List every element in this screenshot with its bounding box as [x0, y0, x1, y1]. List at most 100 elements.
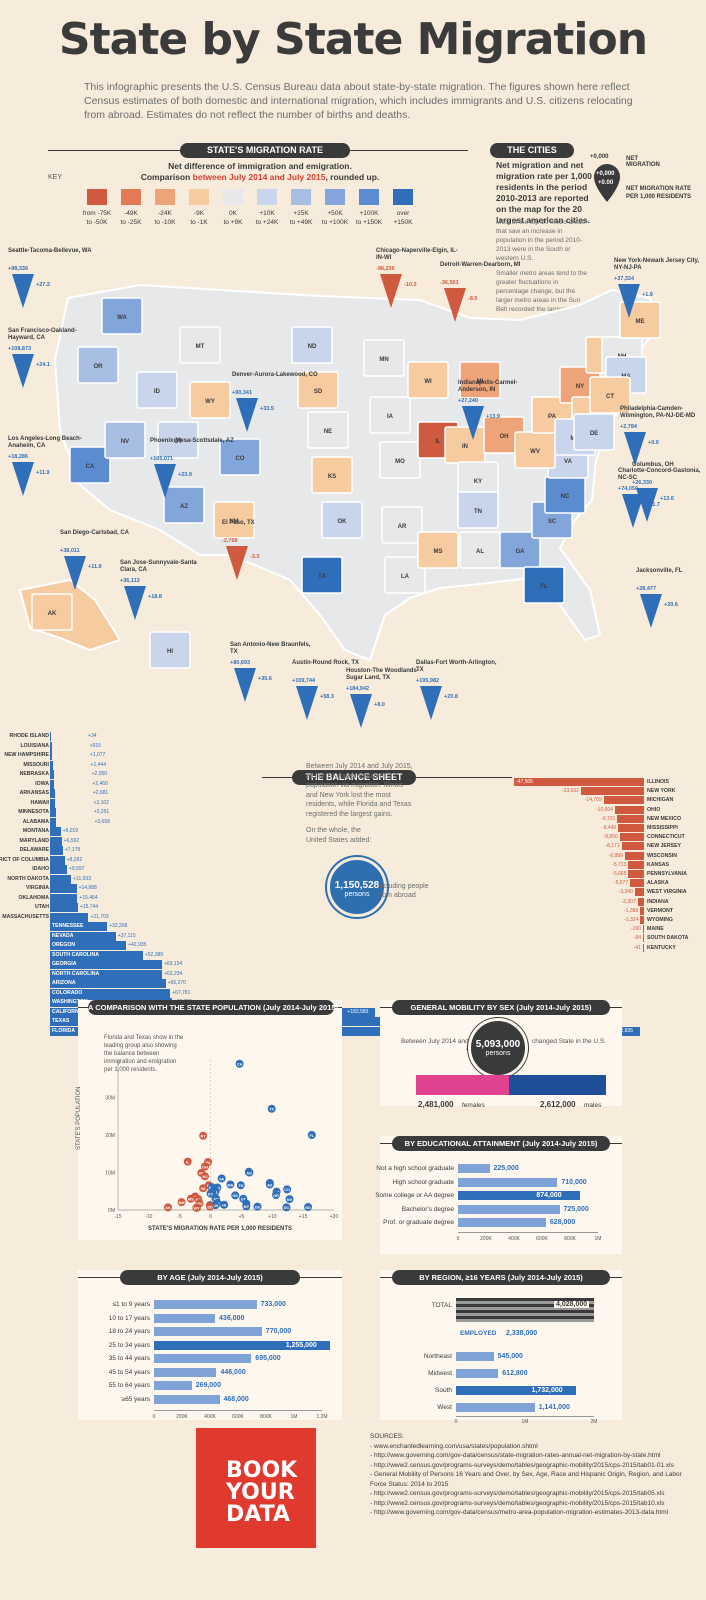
key-swatch	[359, 189, 379, 205]
city-net: +105,071	[150, 456, 174, 462]
city-net: -98,236	[376, 266, 395, 272]
scatter-point-label: UT	[241, 1198, 247, 1202]
bar-value: 695,000	[255, 1355, 281, 1362]
scatter-point	[201, 1162, 210, 1171]
scatter-point	[236, 1181, 245, 1190]
scatter-point	[217, 1174, 226, 1183]
city-pennant	[624, 432, 646, 466]
gain-state-label: OKLAHOMA	[18, 894, 49, 901]
scatter-point	[199, 1131, 208, 1140]
key-swatch	[325, 189, 345, 205]
scatter-point-label: NH	[213, 1204, 219, 1208]
state-label: SC	[548, 519, 557, 525]
loss-bar	[643, 934, 644, 943]
loss-state-label: SOUTH DAKOTA	[647, 935, 689, 942]
state-label: AL	[476, 549, 484, 555]
scatter-point-label: NJ	[203, 1175, 208, 1179]
bar-category-label: 25 to 34 years	[108, 1341, 150, 1349]
mobility-badge: 5,093,000 persons	[468, 1018, 528, 1078]
state-label: LA	[401, 574, 410, 580]
rate-sub1: Net difference of immigration and emigra…	[168, 161, 352, 171]
region-xtick: 2M	[590, 1419, 598, 1425]
scatter-point-label: WV	[196, 1202, 203, 1206]
gain-state-label: ALABAMA	[22, 818, 49, 825]
key-swatch	[155, 189, 175, 205]
scatter-point-label: NY	[201, 1135, 207, 1139]
bar-value: 269,000	[195, 1382, 221, 1389]
bar	[458, 1164, 490, 1173]
key-swatch	[393, 189, 413, 205]
state-label: DE	[590, 431, 598, 437]
employed-value: 2,338,000	[506, 1330, 538, 1337]
key-label: -49K to -25K	[111, 209, 151, 227]
city-net: +36,113	[120, 578, 140, 584]
key-label-l1: -24K	[158, 210, 172, 217]
state-label: OH	[500, 434, 509, 440]
scatter-point-label: SD	[207, 1205, 213, 1209]
gain-bar	[50, 979, 166, 988]
scatter-point-label: IL	[186, 1160, 190, 1164]
city-rate: +11.9	[88, 564, 102, 570]
city-net: -36,561	[440, 280, 459, 286]
bar	[154, 1313, 216, 1323]
us-map: WA OR CA NV ID MT WY UT AZ CO NM ND SD NE KS OK TX MN IA MO…	[18, 283, 662, 669]
scatter-point	[192, 1203, 201, 1212]
gain-state-label: NEW HAMPSHIRE	[4, 752, 49, 758]
key-label: KEY	[48, 174, 63, 181]
city-pennant	[444, 288, 466, 322]
region-category-label: Midwest	[428, 1370, 452, 1377]
scatter-ytick: 20M	[105, 1133, 115, 1139]
loss-state-label: VERMONT	[647, 907, 673, 914]
city-net: +18,286	[8, 454, 29, 460]
region-axis	[456, 1416, 594, 1417]
scatter-xtick: +15	[299, 1214, 308, 1220]
book-your-data-logo: BOOK YOUR DATA	[196, 1428, 316, 1548]
key-swatch	[257, 189, 277, 205]
scatter-point-label: WY	[193, 1207, 200, 1211]
scatter-point	[226, 1180, 235, 1189]
rate-sub2c: , rounded up.	[325, 172, 380, 182]
state-label: CA	[86, 464, 95, 470]
balance-onwhole: On the whole, the United States added:	[306, 827, 372, 844]
state-la	[384, 556, 426, 594]
loss-bar	[614, 805, 644, 814]
city-rate: -3.3	[250, 554, 260, 560]
loss-bar	[630, 879, 644, 888]
scatter-point	[231, 1191, 240, 1200]
city-rate: -8.5	[468, 296, 478, 302]
gain-bar	[50, 1026, 640, 1036]
city-net: +26,330	[632, 480, 653, 486]
loss-value: -2,307	[621, 898, 636, 905]
scatter-xtick: +20	[330, 1214, 339, 1220]
state-ks	[311, 456, 353, 494]
gain-bar	[50, 846, 63, 855]
state-co	[219, 438, 261, 476]
state-label: MS	[434, 549, 443, 555]
bar	[458, 1177, 558, 1187]
key-swatch	[121, 189, 141, 205]
loss-state-label: MISSISSIPPI	[647, 825, 678, 831]
city-rate: +13.6	[660, 496, 674, 502]
state-de	[573, 413, 615, 451]
city-pennant	[12, 274, 34, 308]
source-item: - http://www.governing.com/gov-data/cens…	[370, 1452, 661, 1459]
scatter-point-label: OK	[232, 1194, 238, 1198]
scatter-point	[235, 1059, 244, 1068]
region-value: 612,800	[502, 1370, 528, 1377]
city-name: San Diego-Carlsbad, CA	[60, 530, 130, 536]
gain-value: +15,464	[79, 894, 98, 901]
region-category-label: South	[435, 1387, 452, 1394]
state-ne	[307, 411, 349, 449]
loss-bar	[628, 870, 644, 878]
bar-category-label: Bachelor's degree	[401, 1205, 454, 1213]
state-mi	[459, 361, 501, 399]
bar-value: 436,000	[219, 1314, 245, 1322]
city-name: Phoenix-Mesa-Scottsdale, AZ	[150, 438, 234, 444]
bar-xtick: 1M	[290, 1414, 298, 1420]
loss-value: -1,324	[624, 917, 639, 923]
state-wi	[407, 361, 449, 399]
gain-bar	[50, 732, 51, 741]
loss-value: -9,440	[601, 825, 617, 831]
key-label-l1: from -75K	[82, 210, 112, 217]
source-item: - General Mobility of Persons 16 Years a…	[370, 1471, 682, 1488]
